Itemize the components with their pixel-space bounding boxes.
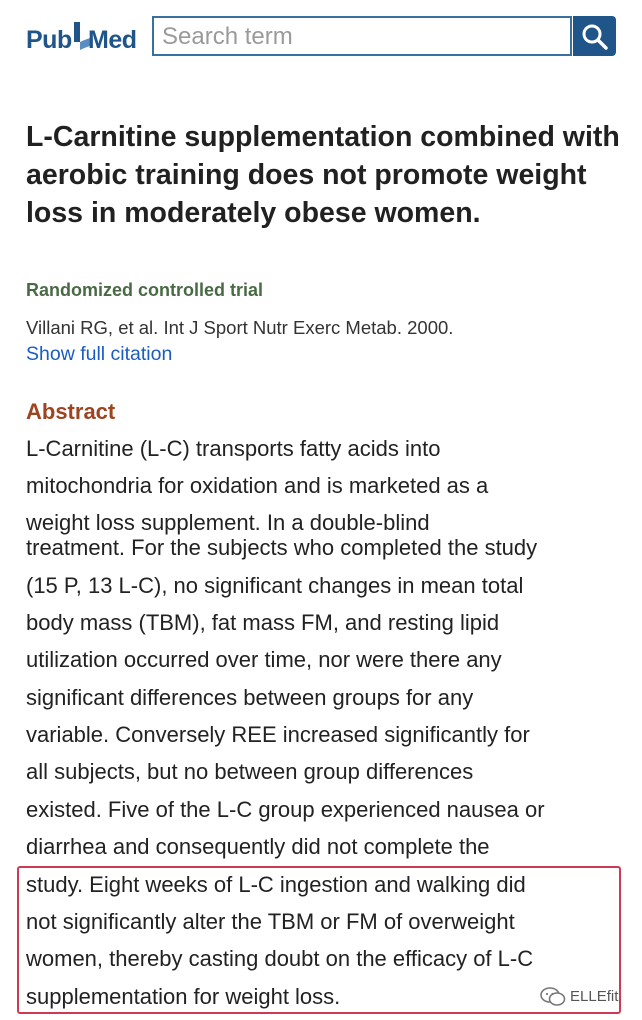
abstract-line: variable. Conversely REE increased signi… [26, 722, 530, 747]
abstract-line: diarrhea and consequently did not comple… [26, 834, 490, 859]
logo-text-pub: Pub [26, 26, 72, 54]
publication-type: Randomized controlled trial [26, 280, 264, 300]
abstract-line: all subjects, but no between group diffe… [26, 759, 474, 784]
abstract-line: L-Carnitine (L-C) transports fatty acids… [26, 436, 441, 461]
abstract-line: supplementation for weight loss. [26, 984, 341, 1009]
search-icon [582, 24, 608, 50]
abstract-line: significant differences between groups f… [26, 685, 474, 710]
watermark-text: ELLEfit [570, 988, 619, 1005]
abstract-line: treatment. For the subjects who complete… [26, 535, 538, 560]
article-title: L-Carnitine supplementation combined wit… [26, 121, 620, 229]
watermark: ELLEfit [540, 984, 640, 1012]
abstract-line: women, thereby casting doubt on the effi… [26, 946, 534, 971]
abstract-line: existed. Five of the L-C group experienc… [26, 797, 545, 822]
abstract-line: study. Eight weeks of L-C ingestion and … [26, 872, 526, 897]
highlight-box [17, 866, 621, 1014]
logo-text-med: Med [88, 26, 137, 54]
abstract-line: not significantly alter the TBM or FM of… [26, 909, 515, 934]
search-input[interactable] [160, 20, 564, 54]
abstract-line: mitochondria for oxidation and is market… [26, 473, 489, 498]
pubmed-logo[interactable]: Pub Med [26, 20, 144, 60]
wechat-icon [540, 987, 566, 1006]
search-box [152, 16, 572, 56]
abstract-line: weight loss supplement. In a double-blin… [26, 510, 430, 535]
search-button[interactable] [573, 16, 616, 56]
abstract-heading: Abstract [26, 399, 116, 424]
show-full-citation-link[interactable]: Show full citation [26, 343, 173, 365]
citation: Villani RG, et al. Int J Sport Nutr Exer… [26, 317, 454, 338]
abstract-line: (15 P, 13 L-C), no significant changes i… [26, 573, 524, 598]
header: Pub Med [0, 0, 642, 80]
logo-mark-icon [74, 22, 90, 50]
abstract-line: body mass (TBM), fat mass FM, and restin… [26, 610, 500, 635]
abstract-line: utilization occurred over time, nor were… [26, 647, 502, 672]
